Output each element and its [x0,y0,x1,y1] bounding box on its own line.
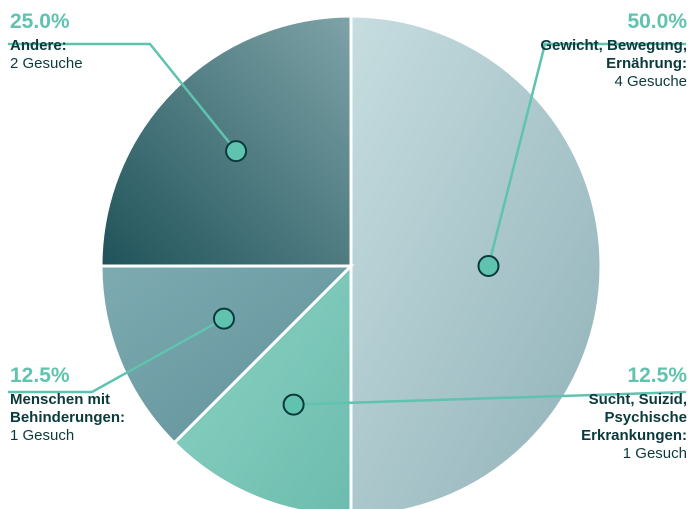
leader-line [8,42,238,152]
slice-label-sucht: 12.5% Sucht, Suizid, Psychische Erkranku… [527,364,687,463]
slice-category: Andere: [10,37,67,54]
leader-line [487,42,686,267]
leader-dot [282,393,305,416]
slice-label-andere: 25.0% Andere: 2 Gesuche [10,10,160,73]
slice-percent: 25.0% [10,10,70,33]
slice-count: 4 Gesuche [614,73,687,90]
slice-percent: 12.5% [627,364,687,387]
slice-category: Gewicht, Bewegung, Ernährung: [540,37,687,72]
leader-dot [477,255,500,277]
leader-line [8,317,225,394]
slice-category: Sucht, Suizid, Psychische Erkrankungen: [581,391,687,444]
slice-percent: 12.5% [10,364,70,387]
slice-behinderungen [99,264,355,445]
slice-label-gewicht: 50.0% Gewicht, Bewegung, Ernährung: 4 Ge… [537,10,687,91]
slice-count: 1 Gesuch [622,445,687,462]
slice-count: 1 Gesuch [10,427,75,444]
slice-label-behinderungen: 12.5% Menschen mit Behinderungen: 1 Gesu… [10,364,170,445]
leader-line [293,390,687,406]
slice-sucht [172,262,353,509]
slice-category: Menschen mit Behinderungen: [10,391,125,426]
slice-percent: 50.0% [627,10,687,33]
leader-dot [212,307,235,330]
slice-andere [99,14,353,268]
slice-count: 2 Gesuche [10,55,83,72]
leader-dot [225,140,248,163]
slice-gewicht [349,14,603,509]
